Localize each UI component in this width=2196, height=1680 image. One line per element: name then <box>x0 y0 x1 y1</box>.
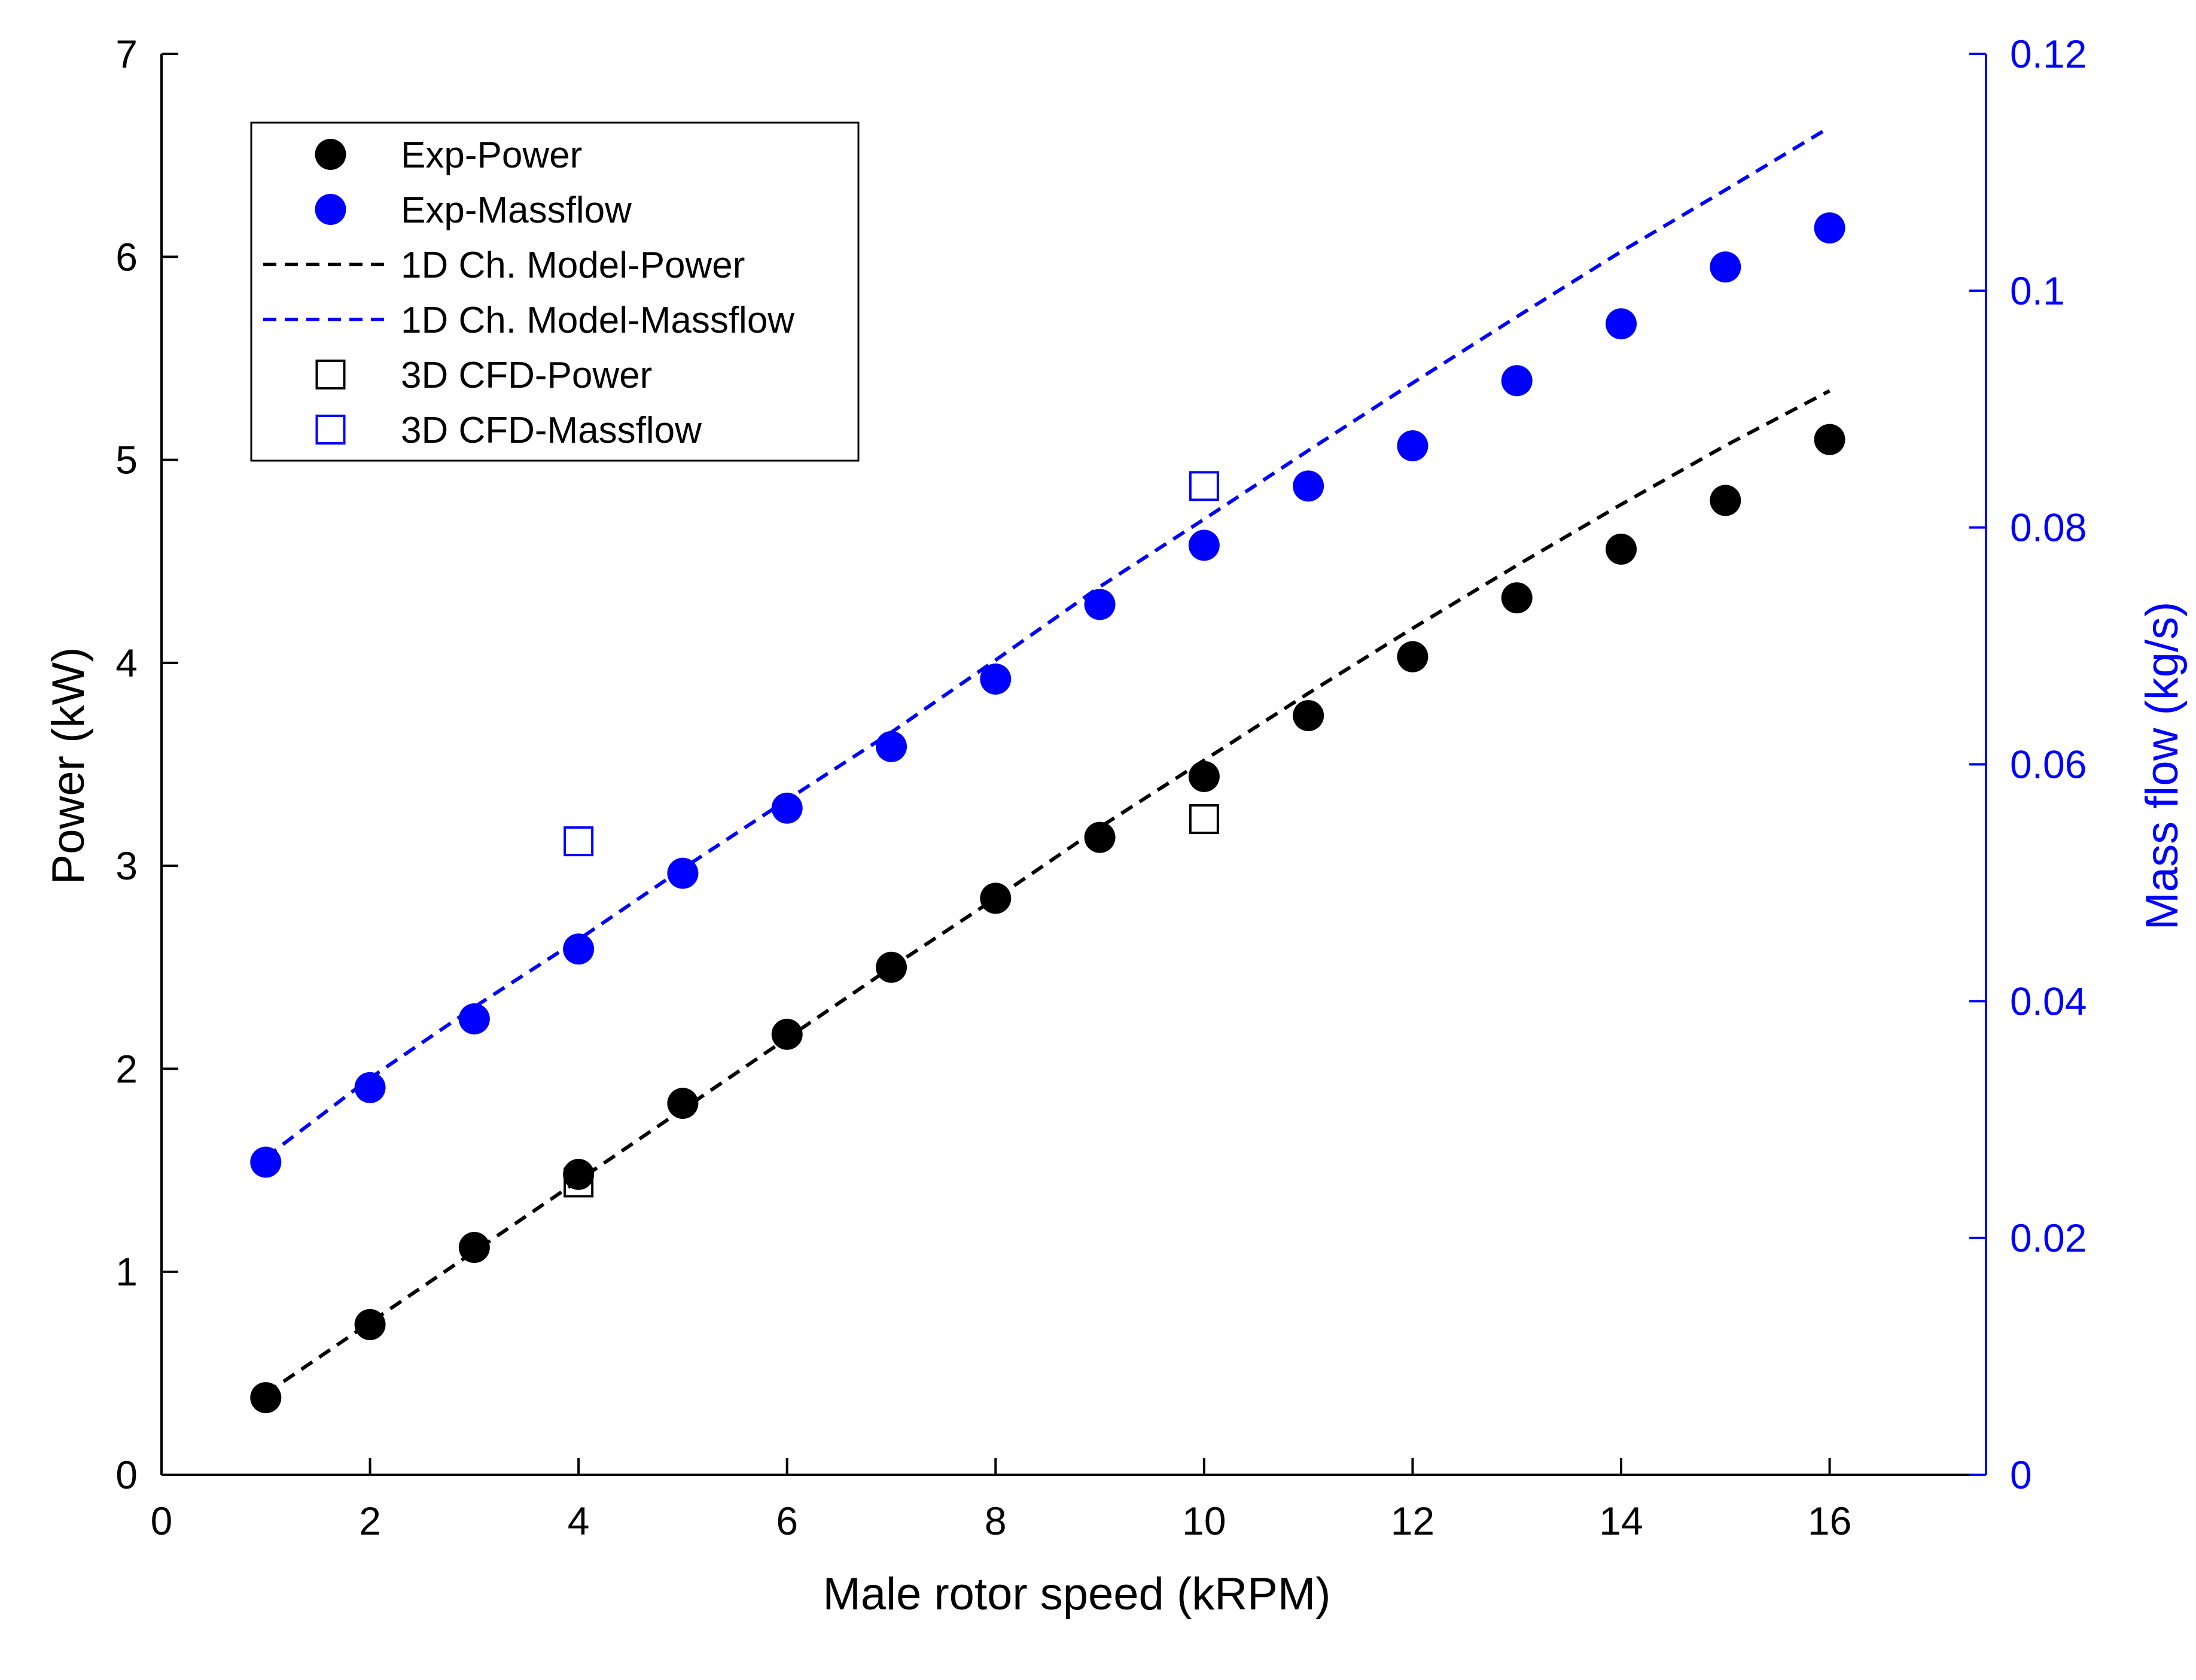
y-right-tick-label: 0.02 <box>2010 1216 2087 1260</box>
exp-massflow-point <box>771 792 803 824</box>
exp-massflow-point <box>354 1072 386 1103</box>
3d-cfd-massflow-point <box>1189 471 1219 501</box>
exp-power-point <box>1814 424 1845 455</box>
y-axis-right-title: Mass flow (kg/s) <box>2137 602 2188 930</box>
exp-power-point <box>980 882 1012 914</box>
exp-power-point <box>250 1382 282 1414</box>
x-tick-label: 4 <box>568 1499 590 1543</box>
legend-entries: Exp-Power Exp-Massflow 1D Ch. Model-Power 1… <box>263 135 794 451</box>
exp-massflow-point <box>458 1003 490 1035</box>
y-left-ticks: 0 1 2 3 4 5 6 7 <box>115 32 178 1497</box>
legend-label-1d-ch-model-massflow: 1D Ch. Model-Massflow <box>401 300 794 341</box>
x-tick-label: 2 <box>359 1499 381 1543</box>
legend-label-3d-cfd-power: 3D CFD-Power <box>401 355 652 396</box>
y-right-ticks: 0 0.02 0.04 0.06 0.08 0.1 0.12 <box>1969 32 2087 1497</box>
x-axis-title: Male rotor speed (kRPM) <box>823 1569 1331 1620</box>
legend-label-3d-cfd-massflow: 3D CFD-Massflow <box>401 410 702 451</box>
exp-massflow-point <box>667 857 699 889</box>
exp-power-point <box>1501 582 1533 614</box>
y-left-tick-label: 2 <box>115 1046 138 1091</box>
y-left-tick-label: 7 <box>115 32 138 76</box>
exp-power-point <box>458 1232 490 1263</box>
y-right-tick-label: 0.08 <box>2010 506 2087 550</box>
exp-massflow-point <box>250 1146 282 1178</box>
y-left-tick-label: 3 <box>115 844 138 888</box>
y-left-tick-label: 6 <box>115 235 138 279</box>
exp-massflow-point <box>563 933 595 965</box>
exp-power-point <box>563 1158 595 1190</box>
y-left-tick-label: 1 <box>115 1250 138 1294</box>
exp-power-point <box>354 1308 386 1340</box>
legend-swatch-exp-massflow <box>315 194 346 225</box>
x-tick-label: 10 <box>1182 1499 1226 1543</box>
model-lines <box>264 126 1831 1395</box>
legend-label-exp-power: Exp-Power <box>401 135 582 176</box>
x-tick-label: 0 <box>151 1499 173 1543</box>
y-left-tick-label: 0 <box>115 1453 138 1497</box>
legend: Exp-Power Exp-Massflow 1D Ch. Model-Power 1… <box>250 121 860 462</box>
y-right-tick-label: 0 <box>2010 1453 2032 1497</box>
exp-massflow-point <box>1814 212 1845 244</box>
x-tick-label: 8 <box>985 1499 1007 1543</box>
x-ticks: 0 2 4 6 8 10 12 14 16 <box>151 1458 1851 1543</box>
exp-power-point <box>1606 533 1637 565</box>
x-tick-label: 6 <box>776 1499 798 1543</box>
exp-massflow-point <box>1188 529 1220 561</box>
exp-massflow-point <box>1293 470 1324 502</box>
exp-power-point <box>1293 700 1324 732</box>
y-left-tick-label: 4 <box>115 641 138 685</box>
legend-swatch-3d-cfd-power <box>315 360 346 389</box>
exp-power-point <box>1084 821 1116 853</box>
legend-swatch-exp-power <box>315 139 346 170</box>
legend-swatch-3d-cfd-massflow <box>315 415 346 445</box>
legend-label-exp-massflow: Exp-Massflow <box>401 190 632 231</box>
exp-massflow-point <box>980 664 1012 695</box>
exp-power-point <box>1710 485 1741 516</box>
exp-massflow-point <box>1501 365 1533 397</box>
exp-power-point <box>1188 760 1220 792</box>
exp-massflow-point <box>876 731 907 762</box>
y-axis-left-title: Power (kW) <box>43 647 94 885</box>
3d-cfd-massflow-point <box>564 826 594 857</box>
x-tick-label: 16 <box>1808 1499 1851 1543</box>
3d-cfd-power-point <box>564 1167 594 1198</box>
3d-cfd-power-point <box>1189 804 1219 835</box>
exp-power-point <box>876 951 907 983</box>
y-left-tick-label: 5 <box>115 438 138 482</box>
exp-massflow-point <box>1397 430 1429 462</box>
legend-box <box>250 121 860 462</box>
1d-ch-model-power-line <box>264 389 1830 1395</box>
y-right-tick-label: 0.12 <box>2010 32 2087 76</box>
exp-power-point <box>771 1018 803 1050</box>
y-right-tick-label: 0.04 <box>2010 979 2087 1023</box>
exp-massflow-point <box>1084 589 1116 620</box>
x-tick-label: 14 <box>1599 1499 1643 1543</box>
exp-power-point <box>1397 641 1429 672</box>
exp-massflow-point <box>1710 251 1741 283</box>
exp-power-point <box>667 1088 699 1119</box>
data-markers <box>250 212 1845 1414</box>
y-right-tick-label: 0.06 <box>2010 742 2087 787</box>
legend-label-1d-ch-model-power: 1D Ch. Model-Power <box>401 245 745 286</box>
exp-massflow-point <box>1606 308 1637 340</box>
x-tick-label: 12 <box>1391 1499 1434 1543</box>
y-right-tick-label: 0.1 <box>2010 269 2065 313</box>
